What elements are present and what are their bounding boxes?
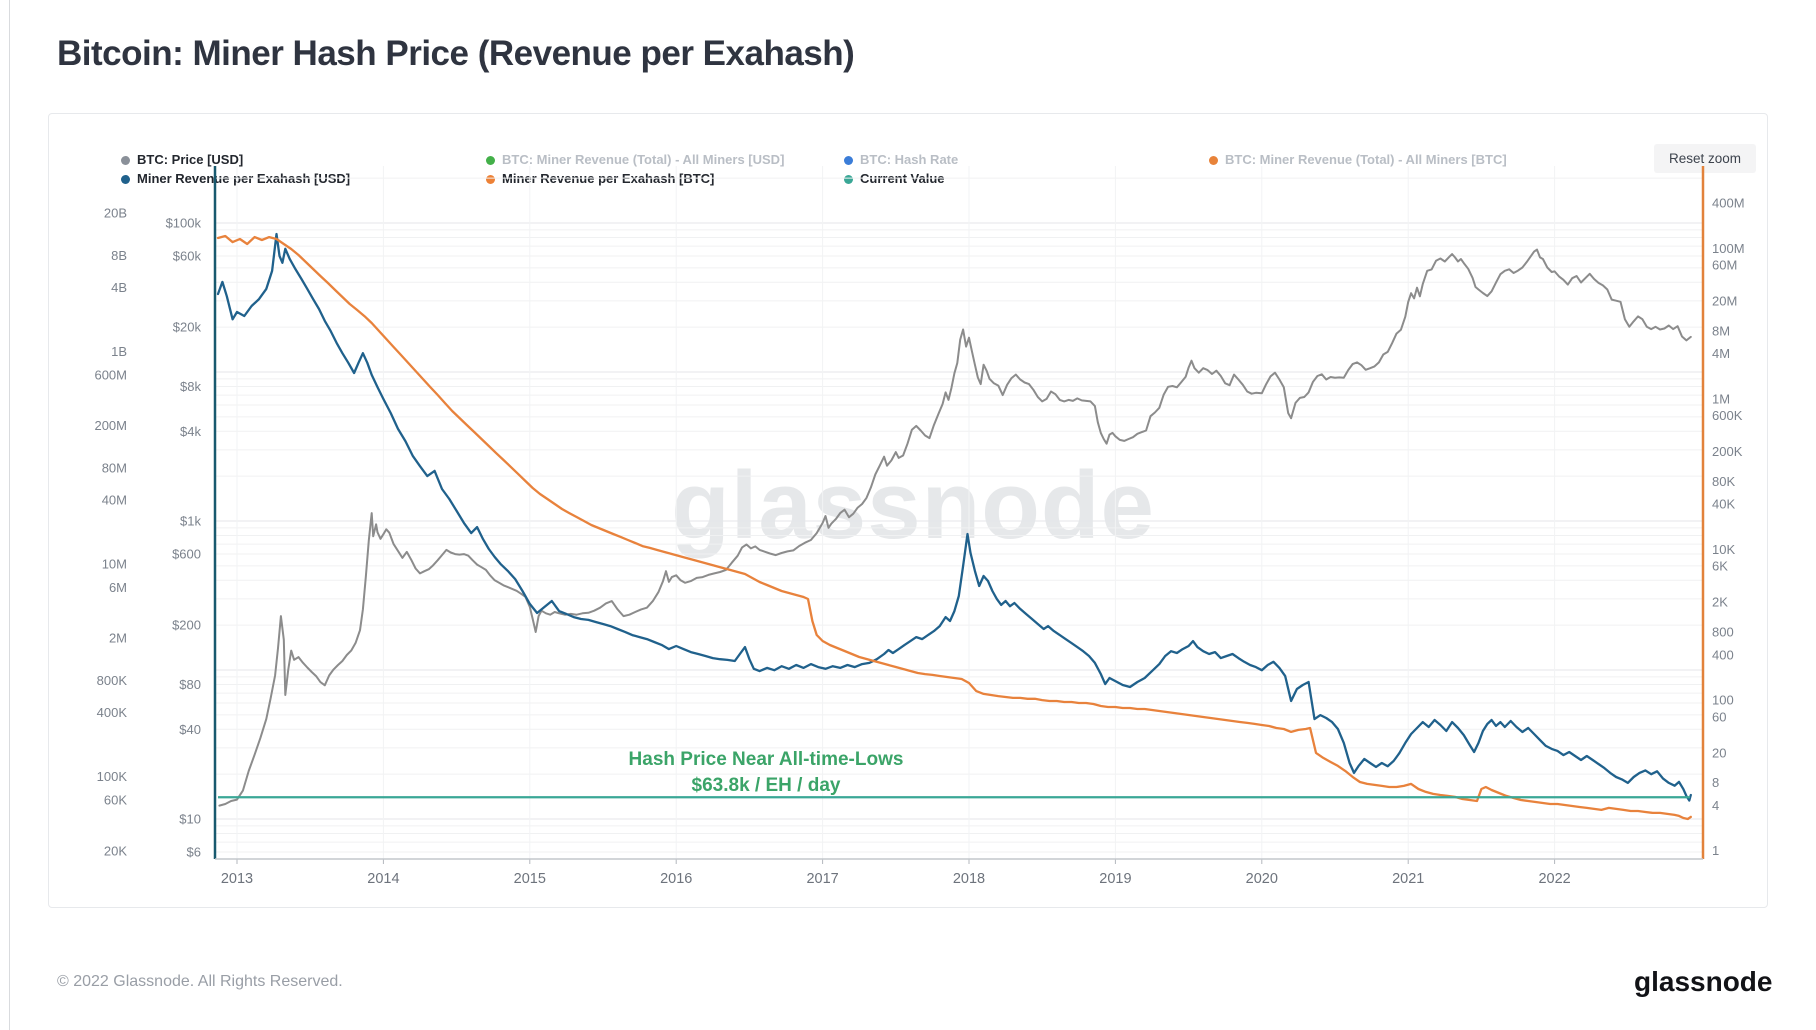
legend-dot-icon	[486, 175, 495, 184]
left-outer-tick-label: 200M	[94, 418, 127, 433]
reset-zoom-button[interactable]: Reset zoom	[1653, 144, 1756, 173]
glassnode-watermark: glassnode	[671, 452, 1155, 559]
right-tick-label: 400M	[1712, 195, 1745, 210]
right-tick-label: 20M	[1712, 293, 1737, 308]
left-outer-tick-label: 10M	[102, 556, 127, 571]
page-title: Bitcoin: Miner Hash Price (Revenue per E…	[57, 34, 855, 73]
legend-dot-icon	[1209, 156, 1218, 165]
right-tick-label: 60M	[1712, 258, 1737, 273]
legend-dot-icon	[121, 156, 130, 165]
left-outer-tick-label: 20K	[104, 843, 127, 858]
left-outer-tick-label: 40M	[102, 492, 127, 507]
x-axis-year-label: 2017	[806, 871, 838, 887]
usd-tick-label: $80	[179, 677, 201, 692]
usd-tick-label: $8k	[180, 379, 201, 394]
legend-dot-icon	[121, 175, 130, 184]
left-outer-tick-label: 1B	[111, 344, 127, 359]
chart-annotation: Hash Price Near All-time-Lows $63.8k / E…	[566, 747, 966, 799]
right-tick-label: 80K	[1712, 474, 1735, 489]
x-axis-year-label: 2015	[514, 871, 546, 887]
x-axis-year-label: 2019	[1099, 871, 1131, 887]
x-axis-year-label: 2021	[1392, 871, 1424, 887]
usd-tick-label: $100k	[166, 216, 202, 231]
chart-card: BTC: Price [USD] BTC: Miner Revenue (Tota…	[48, 113, 1768, 908]
left-outer-tick-label: 4B	[111, 280, 127, 295]
x-axis-year-label: 2020	[1246, 871, 1278, 887]
annotation-line2: $63.8k / EH / day	[691, 775, 841, 796]
right-tick-label: 60	[1712, 709, 1726, 724]
right-tick-label: 2K	[1712, 595, 1728, 610]
legend-item-3[interactable]: BTC: Miner Revenue (Total) - All Miners …	[1209, 152, 1507, 168]
left-outer-tick-label: 60K	[104, 793, 127, 808]
left-outer-tick-label: 20B	[104, 205, 127, 220]
x-axis-year-label: 2018	[953, 871, 985, 887]
right-tick-label: 200K	[1712, 444, 1743, 459]
left-outer-tick-label: 600M	[94, 367, 127, 382]
right-tick-label: 40K	[1712, 497, 1735, 512]
usd-tick-label: $200	[172, 618, 201, 633]
left-outer-tick-label: 80M	[102, 460, 127, 475]
usd-tick-label: $1k	[180, 514, 201, 529]
legend-label: BTC: Miner Revenue (Total) - All Miners …	[502, 152, 785, 167]
glassnode-logo: glassnode	[1634, 966, 1773, 997]
usd-tick-label: $20k	[173, 320, 202, 335]
right-tick-label: 800	[1712, 625, 1734, 640]
right-tick-label: 6K	[1712, 559, 1728, 574]
right-tick-label: 600K	[1712, 408, 1743, 423]
left-outer-tick-label: 8B	[111, 248, 127, 263]
right-tick-label: 10K	[1712, 542, 1735, 557]
left-outer-tick-label: 6M	[109, 580, 127, 595]
series-line-0	[218, 248, 1692, 807]
left-outer-tick-label: 400K	[97, 705, 128, 720]
right-tick-label: 100M	[1712, 241, 1745, 256]
legend-item-2[interactable]: BTC: Hash Rate	[844, 152, 958, 168]
usd-tick-label: $6	[187, 845, 201, 860]
x-axis-year-label: 2016	[660, 871, 692, 887]
right-tick-label: 20	[1712, 745, 1726, 760]
legend-item-0[interactable]: BTC: Price [USD]	[121, 152, 243, 168]
footer-copyright: © 2022 Glassnode. All Rights Reserved.	[57, 973, 343, 990]
legend-item-1[interactable]: BTC: Miner Revenue (Total) - All Miners …	[486, 152, 784, 168]
legend-dot-icon	[486, 156, 495, 165]
usd-tick-label: $4k	[180, 424, 201, 439]
usd-tick-label: $600	[172, 547, 201, 562]
right-tick-label: 100	[1712, 693, 1734, 708]
x-axis-year-label: 2013	[221, 871, 253, 887]
legend-label: BTC: Hash Rate	[860, 152, 959, 167]
right-tick-label: 1M	[1712, 391, 1730, 406]
legend-dot-icon	[844, 156, 853, 165]
usd-tick-label: $60k	[173, 249, 202, 264]
legend-label: BTC: Miner Revenue (Total) - All Miners …	[1225, 152, 1507, 167]
right-tick-label: 4	[1712, 798, 1719, 813]
right-tick-label: 1	[1712, 843, 1719, 858]
x-axis-year-label: 2022	[1538, 871, 1570, 887]
legend-dot-icon	[844, 175, 853, 184]
usd-tick-label: $40	[179, 722, 201, 737]
left-outer-tick-label: 100K	[97, 769, 128, 784]
annotation-line1: Hash Price Near All-time-Lows	[628, 749, 904, 770]
chart-plot-area[interactable]: 2013 2014 2015 2016 2017 2018 2019 2020 2021 2022…	[49, 114, 1769, 909]
right-tick-label: 400	[1712, 647, 1734, 662]
right-tick-label: 8	[1712, 775, 1719, 790]
left-outer-tick-label: 2M	[109, 631, 127, 646]
usd-tick-label: $10	[179, 812, 201, 827]
right-tick-label: 8M	[1712, 323, 1730, 338]
left-outer-tick-label: 800K	[97, 673, 128, 688]
x-axis-year-label: 2014	[367, 871, 399, 887]
page-left-border	[9, 0, 10, 1030]
right-tick-label: 4M	[1712, 346, 1730, 361]
series-line-1	[216, 232, 1692, 802]
legend-label: BTC: Price [USD]	[137, 152, 244, 167]
